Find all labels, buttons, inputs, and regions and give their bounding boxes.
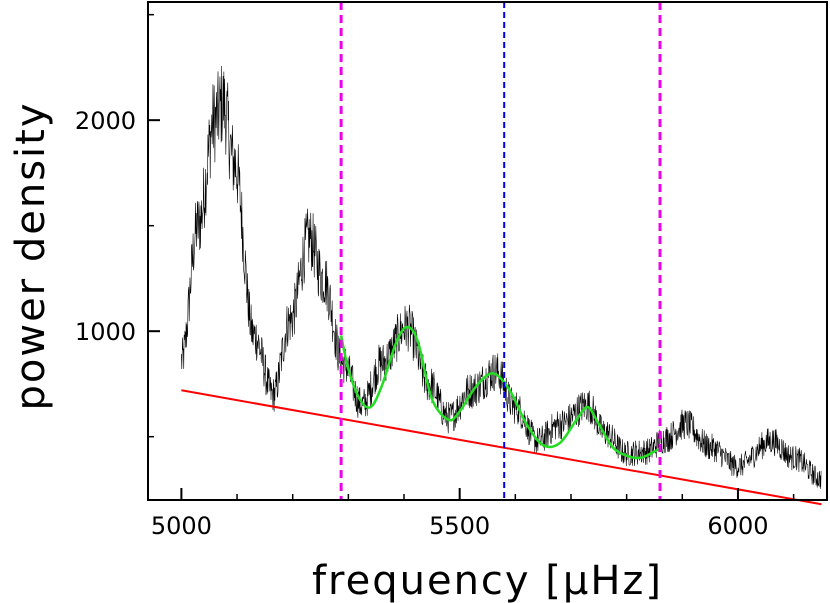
y-tick-label: 2000 <box>75 107 136 135</box>
x-tick-label: 5000 <box>151 512 212 540</box>
y-tick-label: 1000 <box>75 318 136 346</box>
spectrum-series <box>181 66 822 489</box>
y-axis-title: power density <box>8 101 54 410</box>
plot-frame <box>147 1 828 501</box>
background-fit-line <box>181 389 822 506</box>
x-axis-title: frequency [μHz] <box>312 558 663 603</box>
smoothed-series <box>339 325 661 460</box>
x-tick-label: 5500 <box>429 512 490 540</box>
x-tick-label: 6000 <box>707 512 768 540</box>
plot-area <box>181 2 822 506</box>
axis-ticks: 5000 5500 6000 1000 2000 <box>75 13 795 540</box>
